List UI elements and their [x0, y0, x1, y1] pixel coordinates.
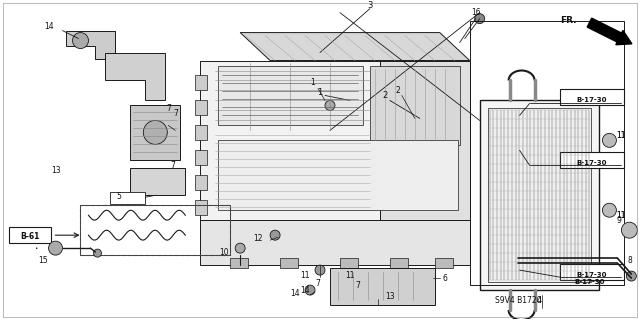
Text: B-17-30: B-17-30: [574, 279, 605, 285]
Circle shape: [72, 33, 88, 48]
Text: 11: 11: [300, 271, 310, 279]
Bar: [559, 264, 625, 280]
Bar: [370, 65, 460, 145]
Text: 7: 7: [355, 281, 360, 290]
Bar: [230, 258, 248, 268]
Circle shape: [621, 222, 637, 238]
Bar: [81, 205, 230, 255]
Polygon shape: [200, 61, 380, 220]
Bar: [195, 150, 207, 165]
Polygon shape: [131, 168, 185, 195]
Circle shape: [270, 230, 280, 240]
Circle shape: [602, 203, 616, 217]
Text: 4: 4: [537, 295, 542, 305]
Bar: [470, 21, 625, 285]
Polygon shape: [65, 31, 115, 58]
Bar: [195, 200, 207, 215]
Text: 7: 7: [316, 278, 321, 287]
Text: 11: 11: [616, 211, 626, 220]
Text: B-61: B-61: [20, 232, 39, 241]
Text: 11: 11: [616, 131, 626, 140]
Circle shape: [49, 241, 63, 255]
Text: S9V4 B1720: S9V4 B1720: [495, 295, 541, 305]
Polygon shape: [200, 220, 470, 265]
Text: B-17-30: B-17-30: [576, 97, 607, 103]
Text: 8: 8: [627, 256, 632, 265]
Text: 5: 5: [116, 192, 121, 201]
Circle shape: [93, 249, 102, 257]
Bar: [195, 125, 207, 140]
Polygon shape: [330, 268, 435, 305]
Bar: [195, 175, 207, 190]
Text: 11: 11: [345, 271, 355, 279]
Text: 16: 16: [471, 8, 481, 17]
Text: 9: 9: [617, 216, 622, 225]
Circle shape: [235, 243, 245, 253]
Circle shape: [602, 133, 616, 147]
Text: 11: 11: [616, 131, 626, 140]
Bar: [218, 140, 458, 210]
Text: 1: 1: [310, 78, 316, 87]
Bar: [280, 258, 298, 268]
Text: 12: 12: [253, 234, 263, 243]
Text: •: •: [34, 246, 37, 251]
Bar: [559, 152, 625, 168]
Text: B-17-30: B-17-30: [576, 160, 607, 166]
Polygon shape: [106, 53, 165, 100]
FancyArrow shape: [588, 18, 632, 45]
Circle shape: [325, 100, 335, 110]
Text: 2: 2: [396, 86, 400, 95]
Circle shape: [315, 265, 325, 275]
Text: 7: 7: [173, 109, 178, 118]
Bar: [111, 192, 145, 204]
Bar: [390, 258, 408, 268]
Bar: [195, 76, 207, 91]
Circle shape: [627, 271, 636, 281]
Bar: [559, 89, 625, 106]
Polygon shape: [240, 33, 470, 61]
Bar: [8, 227, 51, 243]
Bar: [435, 258, 452, 268]
Text: 7: 7: [166, 104, 171, 113]
Text: 11: 11: [616, 211, 626, 220]
Circle shape: [475, 14, 484, 24]
Text: 14: 14: [44, 22, 53, 31]
Text: 7: 7: [170, 161, 175, 170]
Text: 10: 10: [220, 248, 229, 257]
Circle shape: [415, 114, 425, 123]
Text: 6: 6: [442, 274, 447, 283]
Text: 15: 15: [38, 256, 47, 265]
Polygon shape: [131, 106, 180, 160]
Text: FR.: FR.: [560, 16, 577, 25]
Bar: [218, 65, 363, 125]
Bar: [488, 108, 591, 282]
Bar: [195, 100, 207, 115]
Text: 13: 13: [51, 166, 60, 175]
Circle shape: [374, 291, 382, 299]
Bar: [340, 258, 358, 268]
Text: 1: 1: [317, 88, 323, 97]
Text: 14: 14: [300, 286, 310, 294]
Text: B-17-30: B-17-30: [576, 272, 607, 278]
Circle shape: [305, 285, 315, 295]
Bar: [479, 100, 600, 290]
Circle shape: [143, 120, 167, 145]
Text: 14: 14: [290, 289, 300, 298]
Text: 13: 13: [385, 292, 395, 300]
Polygon shape: [380, 61, 470, 220]
Text: 3: 3: [367, 1, 372, 10]
Text: 2: 2: [382, 91, 387, 100]
